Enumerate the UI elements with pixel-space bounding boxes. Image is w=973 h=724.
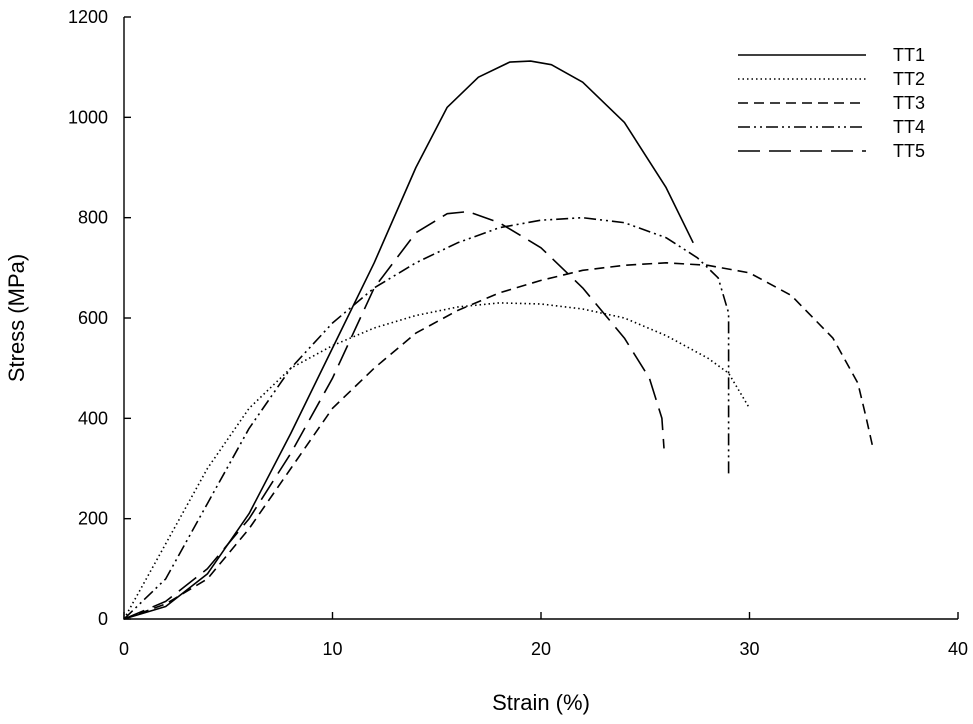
axes xyxy=(123,17,958,620)
series-line-tt5 xyxy=(123,210,665,620)
x-tick-label: 30 xyxy=(739,639,759,659)
axis-frame xyxy=(123,17,958,620)
y-axis-title: Stress (MPa) xyxy=(4,254,29,382)
legend-label-tt2: TT2 xyxy=(893,69,925,89)
legend-label-tt1: TT1 xyxy=(893,45,925,65)
y-tick-label: 1200 xyxy=(68,7,108,27)
y-tick-label: 400 xyxy=(78,408,108,428)
y-tick-label: 800 xyxy=(78,208,108,228)
series-line-tt1 xyxy=(123,60,694,620)
x-tick-label: 20 xyxy=(531,639,551,659)
legend-label-tt4: TT4 xyxy=(893,117,925,137)
legend-label-tt3: TT3 xyxy=(893,93,925,113)
series-line-tt4 xyxy=(123,216,730,620)
series-line-tt3 xyxy=(123,262,874,620)
x-tick-label: 10 xyxy=(322,639,342,659)
legend-label-tt5: TT5 xyxy=(893,141,925,161)
legend: TT1 TT2 TT3 TT4 TT5 xyxy=(738,45,925,161)
y-tick-label: 600 xyxy=(78,308,108,328)
x-tick-label: 0 xyxy=(119,639,129,659)
y-tick-label: 0 xyxy=(98,609,108,629)
x-axis-title: Strain (%) xyxy=(492,690,590,715)
series-layer xyxy=(123,60,874,620)
series-line-tt2 xyxy=(123,302,751,620)
x-tick-label: 40 xyxy=(948,639,968,659)
y-tick-label: 200 xyxy=(78,509,108,529)
y-tick-label: 1000 xyxy=(68,107,108,127)
